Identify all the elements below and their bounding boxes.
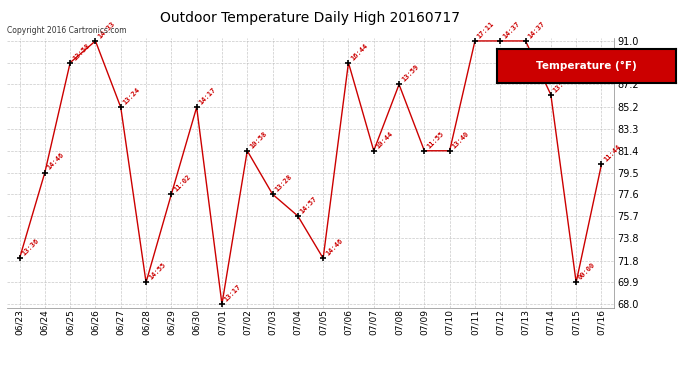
Text: 13:17: 13:17 [224, 284, 243, 303]
Text: 13:40: 13:40 [451, 130, 471, 149]
Text: 14:17: 14:17 [198, 87, 217, 106]
Text: 11:02: 11:02 [172, 174, 192, 193]
Text: 13:24: 13:24 [122, 87, 141, 106]
Text: 14:46: 14:46 [46, 152, 66, 171]
Text: 00:00: 00:00 [578, 262, 597, 281]
Text: Outdoor Temperature Daily High 20160717: Outdoor Temperature Daily High 20160717 [161, 11, 460, 25]
Text: 14:33: 14:33 [97, 20, 116, 39]
Text: 13:42: 13:42 [552, 74, 571, 93]
Text: 14:55: 14:55 [148, 262, 167, 281]
Text: 10:58: 10:58 [248, 130, 268, 149]
Text: 11:55: 11:55 [426, 130, 445, 149]
Text: 13:36: 13:36 [21, 238, 40, 257]
Text: Temperature (°F): Temperature (°F) [536, 61, 637, 70]
Text: 14:37: 14:37 [502, 20, 521, 39]
Text: 13:58: 13:58 [72, 42, 91, 61]
Text: 14:37: 14:37 [527, 20, 546, 39]
Text: 10:44: 10:44 [375, 130, 395, 149]
Text: 13:28: 13:28 [274, 174, 293, 193]
Text: 14:57: 14:57 [299, 195, 319, 214]
Text: 16:44: 16:44 [350, 42, 369, 61]
Text: 17:11: 17:11 [476, 20, 495, 39]
Text: 11:44: 11:44 [603, 144, 622, 163]
Text: 14:46: 14:46 [324, 238, 344, 257]
Text: 13:59: 13:59 [400, 64, 420, 83]
Text: Copyright 2016 Cartronics.com: Copyright 2016 Cartronics.com [7, 26, 126, 35]
